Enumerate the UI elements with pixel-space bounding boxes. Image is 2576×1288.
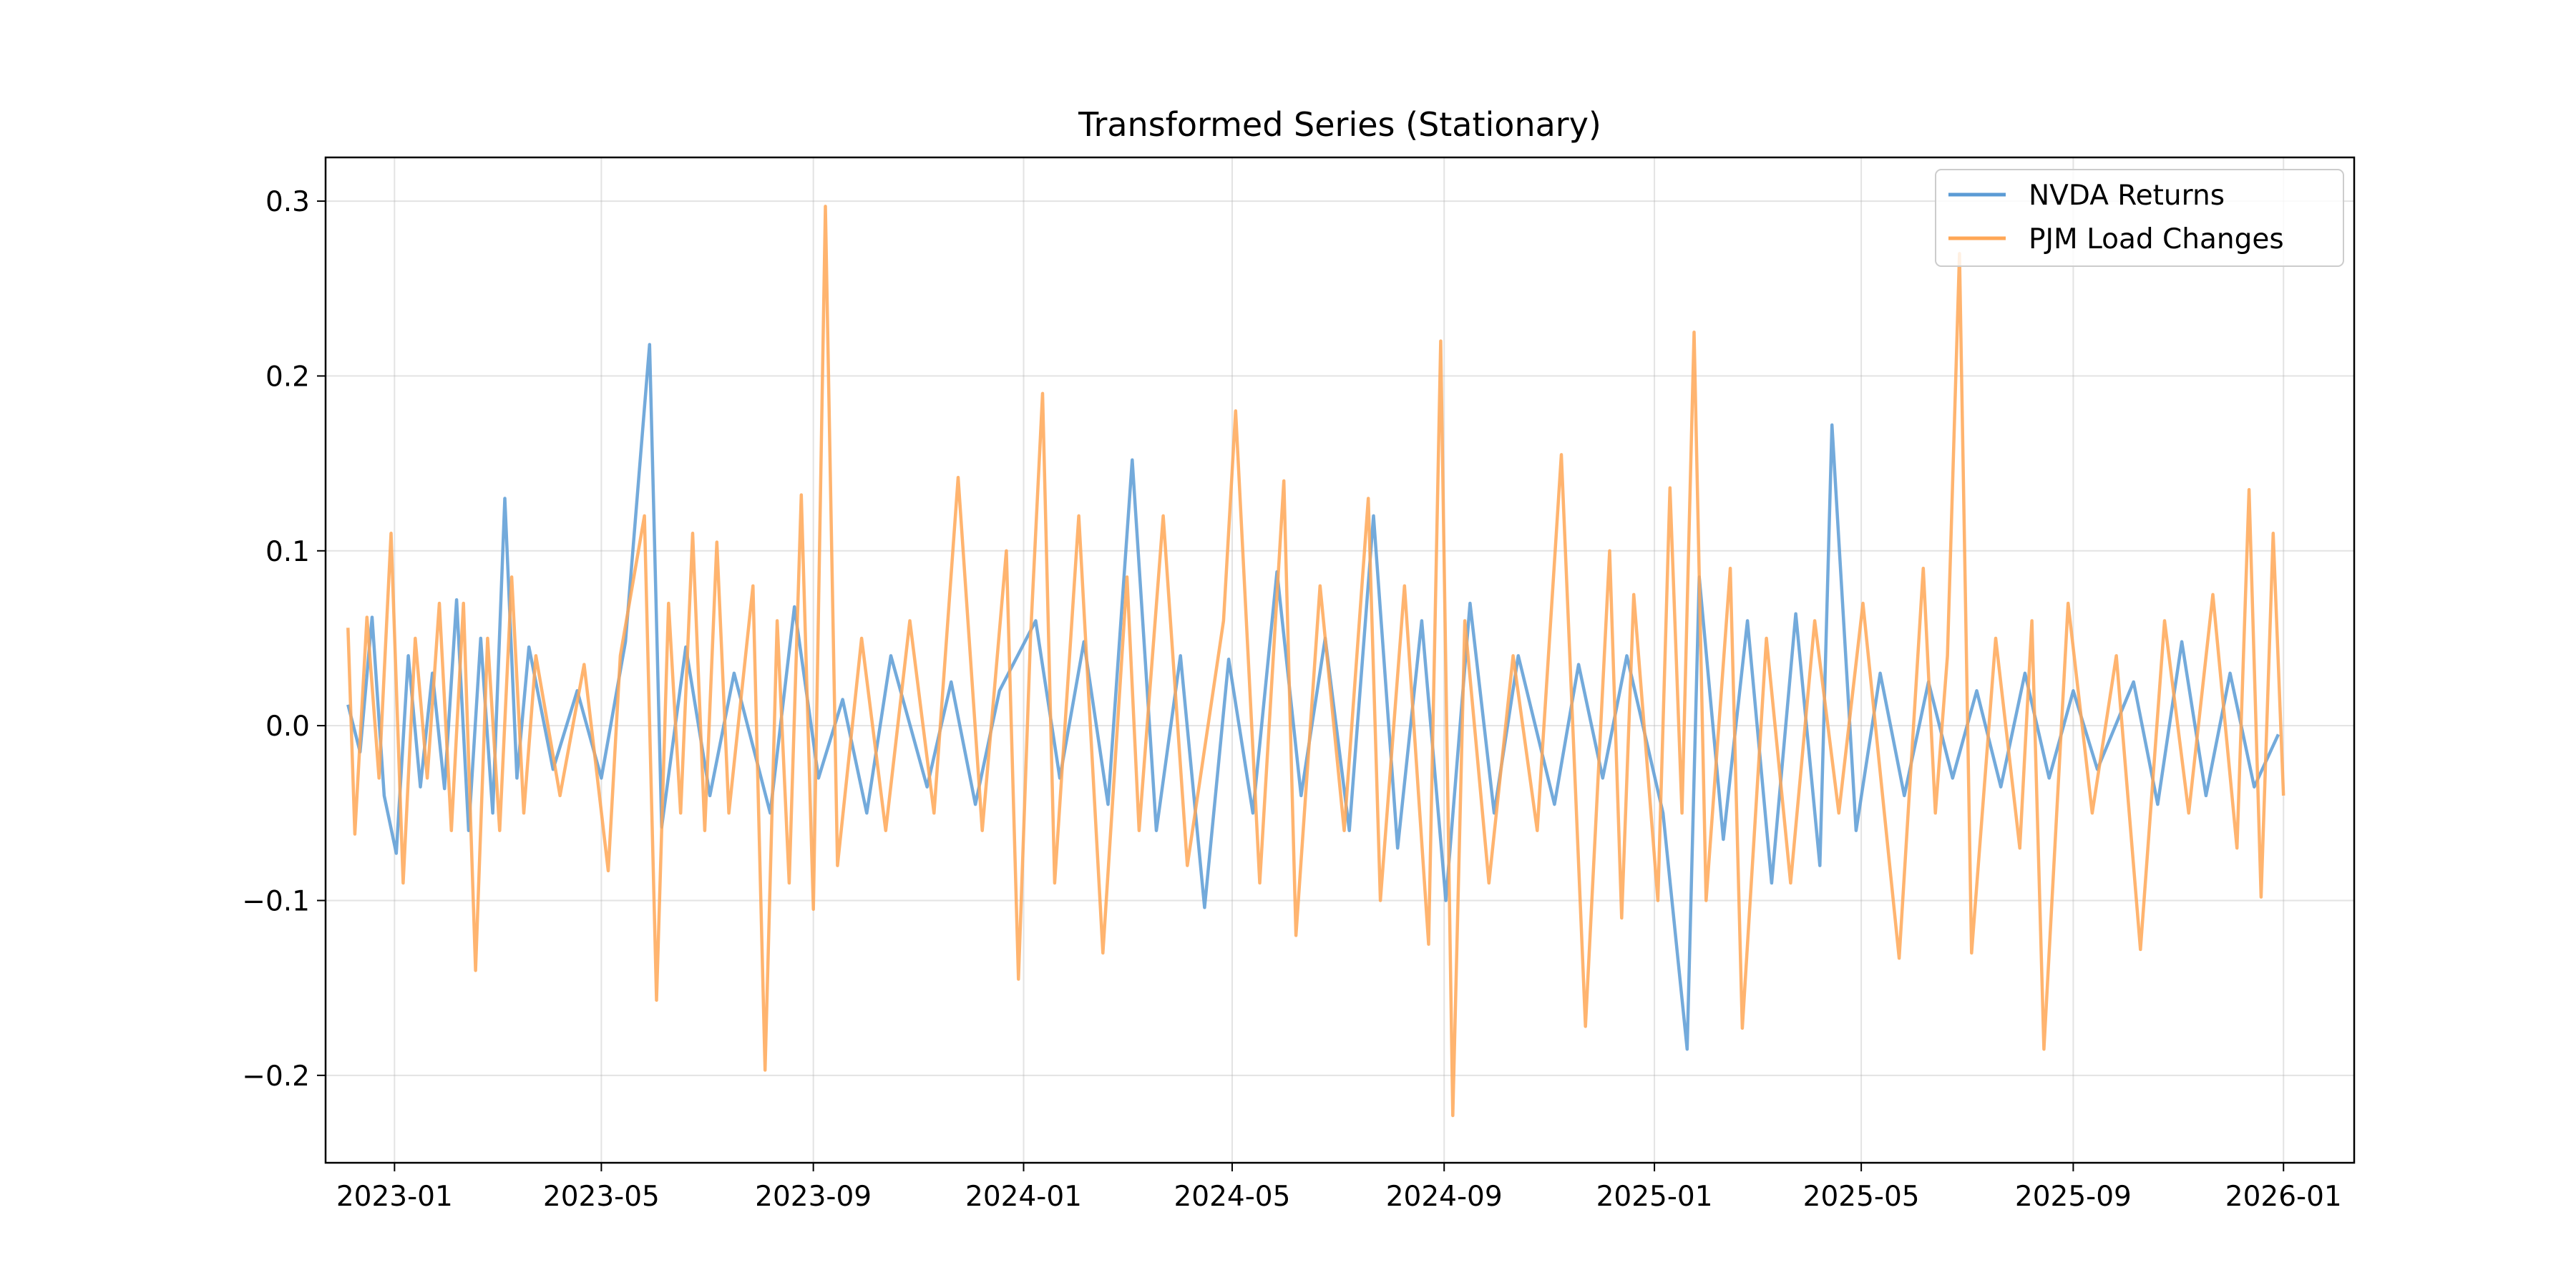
x-tick-label: 2026-01 bbox=[2225, 1181, 2342, 1213]
x-tick-label: 2024-01 bbox=[965, 1181, 1082, 1213]
series-layer bbox=[346, 205, 2285, 1118]
x-tick-label: 2023-01 bbox=[336, 1181, 453, 1213]
x-axis: 2023-01 2023-05 2023-09 2024-01 2024-05 2024-… bbox=[336, 1163, 2342, 1213]
x-tick-label: 2025-09 bbox=[2015, 1181, 2132, 1213]
y-tick-label: −0.1 bbox=[242, 885, 310, 917]
legend-box bbox=[1935, 169, 2344, 267]
plot-frame bbox=[324, 156, 2356, 1164]
chart-title: Transformed Series (Stationary) bbox=[1078, 105, 1601, 144]
y-tick-label: 0.0 bbox=[265, 711, 310, 743]
x-tick-label: 2025-01 bbox=[1596, 1181, 1713, 1213]
y-tick-label: 0.3 bbox=[265, 186, 310, 218]
y-tick-label: −0.2 bbox=[242, 1060, 310, 1093]
legend-label: NVDA Returns bbox=[2029, 180, 2225, 212]
x-tick-label: 2024-05 bbox=[1174, 1181, 1290, 1213]
x-tick-label: 2024-09 bbox=[1386, 1181, 1503, 1213]
series-line-pjm-load-changes bbox=[346, 205, 2285, 1118]
y-tick-label: 0.1 bbox=[265, 536, 310, 568]
x-tick-label: 2023-05 bbox=[543, 1181, 660, 1213]
grid-lines bbox=[326, 157, 2354, 1163]
y-tick-label: 0.2 bbox=[265, 361, 310, 393]
legend-label: PJM Load Changes bbox=[2029, 223, 2284, 255]
legend: NVDA Returns PJM Load Changes bbox=[1935, 169, 2344, 267]
x-tick-label: 2025-05 bbox=[1803, 1181, 1920, 1213]
x-tick-label: 2023-09 bbox=[755, 1181, 872, 1213]
y-axis: −0.2 −0.1 0.0 0.1 0.2 0.3 bbox=[242, 186, 326, 1093]
